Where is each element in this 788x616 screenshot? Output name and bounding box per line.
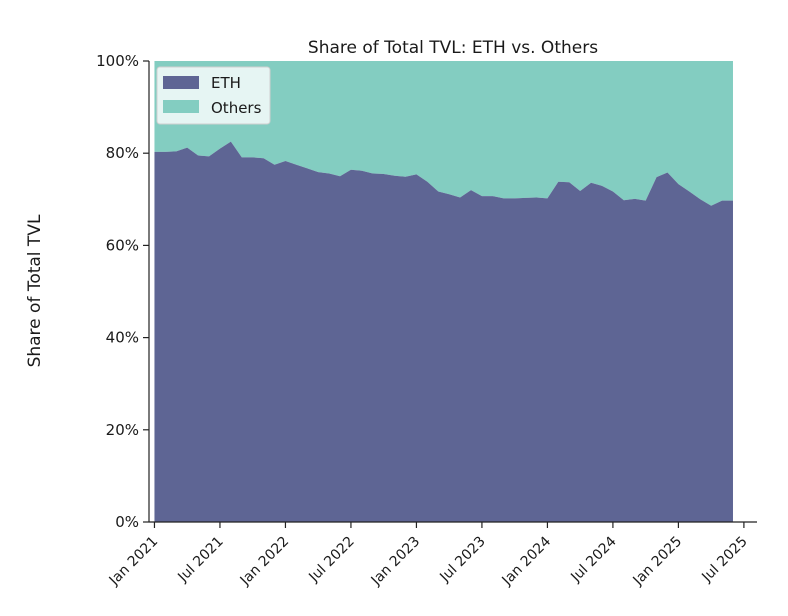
x-tick-label: Jan 2025 bbox=[630, 534, 686, 590]
x-tick-label: Jan 2021 bbox=[106, 534, 162, 590]
chart-title: Share of Total TVL: ETH vs. Others bbox=[308, 38, 598, 58]
y-tick-label: 20% bbox=[106, 421, 139, 439]
y-ticks: 0% 20% 40% 60% 80% 100% bbox=[96, 52, 149, 531]
x-tick-label: Jul 2024 bbox=[567, 533, 619, 585]
y-tick-label: 60% bbox=[106, 236, 139, 254]
axes bbox=[148, 61, 757, 523]
y-tick-label: 40% bbox=[106, 329, 139, 347]
x-tick-label: Jul 2025 bbox=[698, 534, 750, 586]
legend-swatch-eth bbox=[163, 76, 199, 89]
x-tick-label: Jan 2023 bbox=[368, 534, 424, 590]
x-tick-label: Jul 2021 bbox=[174, 534, 226, 586]
area-eth bbox=[154, 141, 733, 523]
x-tick-label: Jul 2022 bbox=[305, 534, 357, 586]
legend: ETH Others bbox=[156, 66, 271, 125]
legend-label-others: Others bbox=[211, 99, 262, 117]
x-tick-label: Jan 2022 bbox=[237, 534, 293, 590]
x-tick-label: Jul 2023 bbox=[436, 534, 488, 586]
y-tick-label: 100% bbox=[96, 52, 139, 70]
legend-swatch-others bbox=[163, 100, 199, 113]
y-tick-label: 0% bbox=[115, 513, 139, 531]
x-ticks: Jan 2021 Jul 2021 Jan 2022 Jul 2022 Jan 2023… bbox=[106, 522, 751, 589]
plot-areas bbox=[154, 61, 733, 523]
y-axis-label: Share of Total TVL bbox=[25, 214, 45, 367]
x-tick-label: Jan 2024 bbox=[499, 533, 555, 589]
area-others bbox=[154, 61, 733, 206]
legend-label-eth: ETH bbox=[211, 74, 241, 92]
y-tick-label: 80% bbox=[106, 144, 139, 162]
